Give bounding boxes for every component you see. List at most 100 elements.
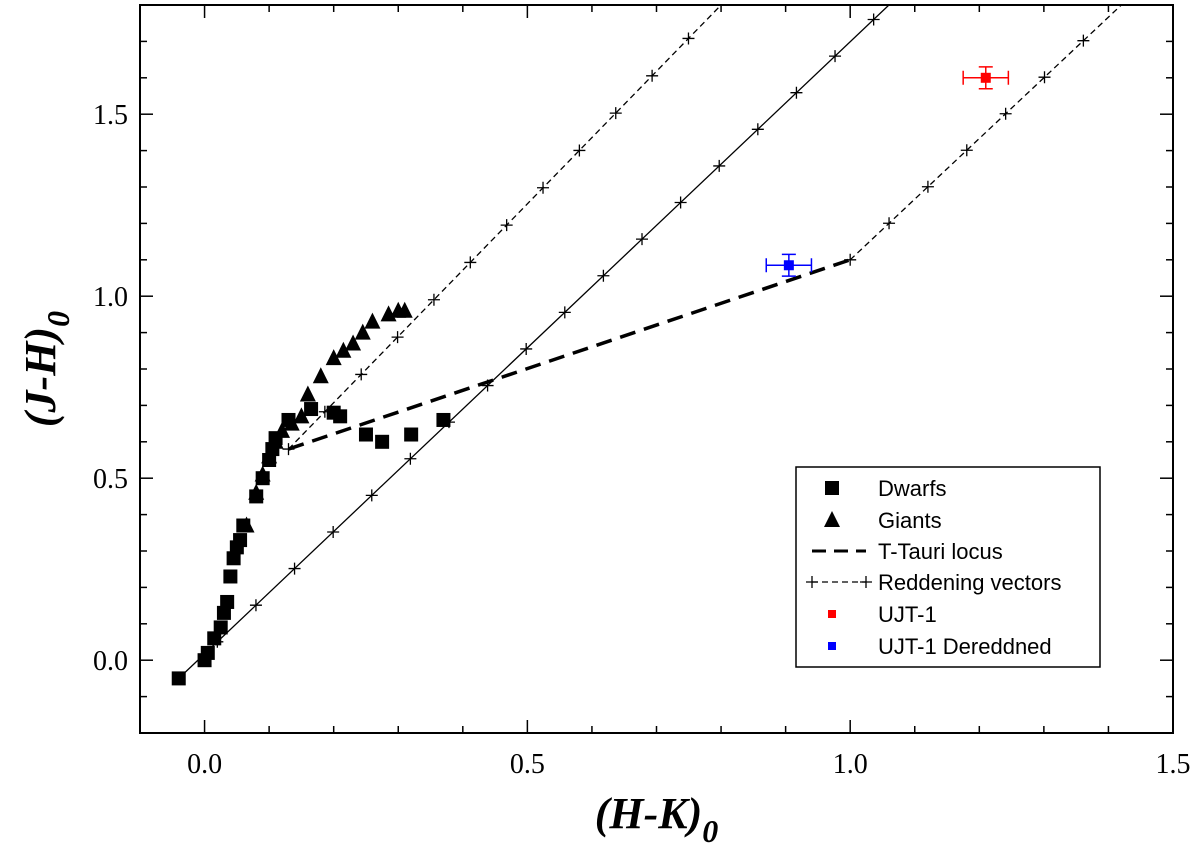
x-axis-title: (H-K)0 bbox=[595, 789, 719, 849]
y-axis-title-sub: 0 bbox=[40, 311, 76, 327]
dwarf-marker bbox=[333, 409, 348, 424]
y-axis-title: (J-H)0 bbox=[16, 311, 76, 427]
reddening-vector-tick bbox=[751, 123, 764, 136]
reddening-vector-tick bbox=[636, 233, 649, 246]
reddening-vector-tick bbox=[391, 331, 404, 344]
legend-box bbox=[795, 466, 1101, 668]
reddening-vector-tick bbox=[713, 159, 726, 172]
dwarf-marker bbox=[226, 551, 241, 566]
legend-item: UJT-1 bbox=[828, 602, 937, 627]
dwarf-marker bbox=[223, 569, 238, 584]
reddening-vector-tick bbox=[327, 525, 340, 538]
tick-labels: 0.0 0.5 1.0 1.5 0.0 0.5 1.0 1.5 bbox=[93, 100, 1191, 780]
y-tick-label: 0.5 bbox=[93, 464, 128, 495]
reddening-vector-tick bbox=[404, 452, 417, 465]
reddening-vector-tick bbox=[883, 217, 896, 230]
dwarf-marker bbox=[171, 671, 186, 686]
dwarf-marker bbox=[213, 620, 228, 635]
reddening-vector-tick bbox=[960, 144, 973, 157]
y-axis-title-main: (J-H) bbox=[16, 327, 65, 427]
x-tick-label: 0.5 bbox=[510, 749, 545, 780]
legend-label: Reddening vectors bbox=[878, 570, 1061, 595]
reddening-vector-tick bbox=[646, 69, 659, 82]
giant-marker bbox=[396, 301, 413, 318]
x-tick-label: 1.5 bbox=[1156, 749, 1191, 780]
reddening-vector-tick bbox=[464, 256, 477, 269]
dwarf-marker bbox=[375, 434, 390, 449]
reddening-vector-tick bbox=[609, 107, 622, 120]
legend: Dwarfs Giants T-Tauri locus Reddening vecto… bbox=[795, 466, 1101, 668]
reddening-vector-tick bbox=[844, 253, 857, 266]
legend-plus-symbol bbox=[860, 576, 872, 588]
giant-marker bbox=[325, 349, 342, 366]
legend-item: UJT-1 Dereddned bbox=[828, 634, 1052, 659]
legend-label: UJT-1 Dereddned bbox=[878, 634, 1052, 659]
giant-marker bbox=[354, 323, 371, 340]
reddening-vector-tick bbox=[682, 32, 695, 45]
giant-marker bbox=[293, 407, 310, 424]
dwarf-marker bbox=[207, 631, 222, 646]
reddening-vector-tick bbox=[520, 342, 533, 355]
giant-marker bbox=[254, 465, 271, 482]
legend-item: Giants bbox=[824, 508, 942, 533]
reddening-vector-tick bbox=[674, 196, 687, 209]
reddening-vector-tick bbox=[1077, 34, 1090, 47]
reddening-vector-line bbox=[178, 5, 890, 679]
giant-marker bbox=[248, 483, 265, 500]
giant-marker bbox=[364, 312, 381, 329]
reddening-vector-tick bbox=[500, 219, 513, 232]
t-tauri-locus-line bbox=[287, 258, 851, 451]
reddening-vector-tick bbox=[573, 144, 586, 157]
x-tick-label: 1.0 bbox=[833, 749, 868, 780]
legend-item: Dwarfs bbox=[825, 476, 946, 501]
legend-triangle-symbol bbox=[824, 511, 840, 527]
x-tick-label: 0.0 bbox=[187, 749, 222, 780]
dwarf-marker bbox=[404, 427, 419, 442]
x-axis-title-sub: 0 bbox=[702, 813, 718, 849]
reddening-vector-tick bbox=[427, 293, 440, 306]
reddening-vector-tick bbox=[537, 181, 550, 194]
legend-item: T-Tauri locus bbox=[812, 539, 1003, 564]
reddening-vector-tick bbox=[597, 269, 610, 282]
reddening-vector-tick bbox=[829, 50, 842, 63]
legend-label: Dwarfs bbox=[878, 476, 946, 501]
dwarf-marker bbox=[358, 427, 373, 442]
reddening-vector-tick bbox=[288, 562, 301, 575]
y-tick-label: 1.5 bbox=[93, 100, 128, 131]
plot-area bbox=[171, 5, 1122, 686]
y-tick-label: 1.0 bbox=[93, 282, 128, 313]
giant-marker bbox=[299, 385, 316, 402]
reddening-vector-tick bbox=[558, 306, 571, 319]
reddening-vector-tick bbox=[790, 86, 803, 99]
dwarf-marker bbox=[436, 412, 451, 427]
ujt1-marker bbox=[980, 72, 991, 83]
dwarf-marker bbox=[200, 645, 215, 660]
giant-marker bbox=[261, 447, 278, 464]
giant-marker bbox=[345, 334, 362, 351]
legend-color-square-symbol bbox=[828, 610, 836, 618]
reddening-vector-tick bbox=[365, 489, 378, 502]
ujt1-dereddened-marker bbox=[783, 260, 794, 271]
legend-label: Giants bbox=[878, 508, 942, 533]
reddening-vector-tick bbox=[282, 443, 295, 456]
reddening-vector-tick bbox=[999, 107, 1012, 120]
dwarf-marker bbox=[216, 605, 231, 620]
giant-marker bbox=[238, 516, 255, 533]
x-axis-title-main: (H-K) bbox=[595, 789, 703, 838]
reddening-vector-tick bbox=[249, 599, 262, 612]
reddening-vector-line bbox=[849, 5, 1122, 261]
reddening-vector-line bbox=[288, 5, 722, 450]
dwarf-marker bbox=[304, 402, 319, 417]
legend-label: T-Tauri locus bbox=[878, 539, 1003, 564]
reddening-vector-tick bbox=[355, 368, 368, 381]
giant-marker bbox=[274, 421, 291, 438]
axis-ticks bbox=[139, 4, 1174, 734]
legend-label: UJT-1 bbox=[878, 602, 937, 627]
giant-marker bbox=[283, 414, 300, 431]
reddening-vector-tick bbox=[1038, 71, 1051, 84]
reddening-vector-tick bbox=[921, 180, 934, 193]
giant-marker bbox=[312, 367, 329, 384]
legend-color-square-symbol bbox=[828, 642, 836, 650]
legend-square-symbol bbox=[825, 481, 839, 495]
